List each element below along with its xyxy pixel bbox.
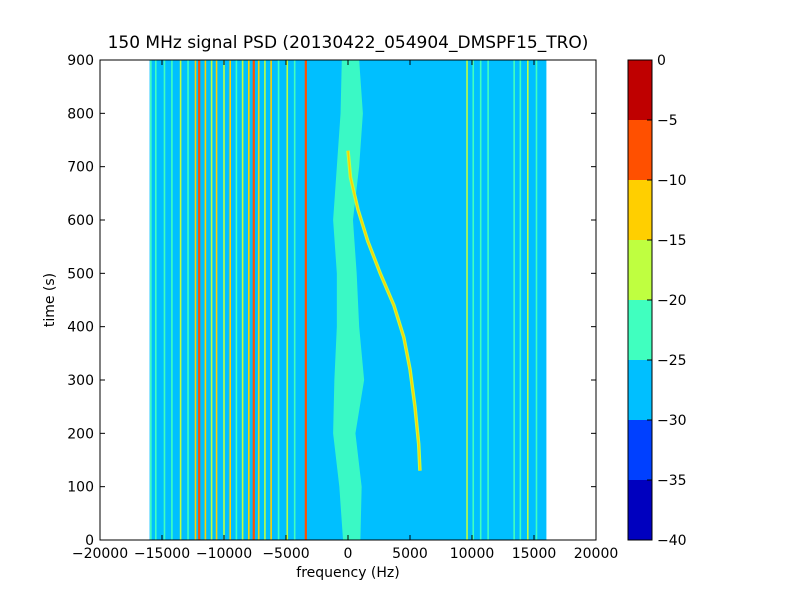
y-tick-label: 400 bbox=[67, 320, 94, 336]
colorbar-tick-label: −30 bbox=[657, 413, 687, 429]
y-axis-label: time (s) bbox=[42, 273, 58, 327]
y-tick-label: 0 bbox=[85, 533, 94, 549]
x-axis-label: frequency (Hz) bbox=[296, 565, 399, 581]
x-tick-label: 5000 bbox=[392, 546, 428, 562]
colorbar-swatch bbox=[628, 60, 652, 120]
colorbar-swatch bbox=[628, 300, 652, 360]
x-tick-label: 0 bbox=[344, 546, 353, 562]
y-tick-label: 700 bbox=[67, 160, 94, 176]
colorbar-swatch bbox=[628, 420, 652, 480]
doppler-track bbox=[347, 150, 421, 471]
x-tick-label: −20000 bbox=[72, 546, 128, 562]
x-tick-label: 10000 bbox=[450, 546, 495, 562]
y-tick-label: 500 bbox=[67, 266, 94, 282]
carrier-noise-band bbox=[333, 60, 365, 540]
x-tick-label: −5000 bbox=[262, 546, 309, 562]
plot-area: −20000 −15000 −10000 −5000 0 5000 10000 15000 20… bbox=[67, 53, 618, 562]
colorbar-tick-label: 0 bbox=[657, 53, 666, 69]
chart-title: 150 MHz signal PSD (20130422_054904_DMSP… bbox=[108, 33, 589, 53]
colorbar-tick-label: −15 bbox=[657, 233, 687, 249]
colorbar-swatch bbox=[628, 240, 652, 300]
colorbar-tick-label: −10 bbox=[657, 173, 687, 189]
colorbar-swatch bbox=[628, 480, 652, 540]
colorbar-tick-label: −35 bbox=[657, 473, 687, 489]
colorbar-tick-label: −5 bbox=[657, 113, 678, 129]
y-tick-label: 300 bbox=[67, 373, 94, 389]
colorbar-swatch bbox=[628, 360, 652, 420]
colorbar-ticks: −40 −35 −30 −25 −20 −15 −10 −5 0 bbox=[647, 53, 687, 549]
colorbar: −40 −35 −30 −25 −20 −15 −10 −5 0 bbox=[627, 53, 687, 549]
colorbar-tick-label: −25 bbox=[657, 353, 687, 369]
y-tick-label: 100 bbox=[67, 480, 94, 496]
x-axis-ticks: −20000 −15000 −10000 −5000 0 5000 10000 15000 20… bbox=[72, 60, 618, 562]
x-tick-label: −15000 bbox=[134, 546, 190, 562]
y-tick-label: 200 bbox=[67, 426, 94, 442]
colorbar-tick-label: −40 bbox=[657, 533, 687, 549]
x-tick-label: −10000 bbox=[196, 546, 252, 562]
x-tick-label: 20000 bbox=[574, 546, 619, 562]
y-axis-ticks: 0 100 200 300 400 500 600 700 800 900 bbox=[67, 53, 596, 549]
y-tick-label: 600 bbox=[67, 213, 94, 229]
colorbar-swatch bbox=[628, 120, 652, 180]
colorbar-swatches bbox=[628, 60, 652, 540]
y-tick-label: 900 bbox=[67, 53, 94, 69]
colorbar-tick-label: −20 bbox=[657, 293, 687, 309]
spectrogram-image bbox=[149, 60, 547, 540]
x-tick-label: 15000 bbox=[512, 546, 557, 562]
colorbar-swatch bbox=[628, 180, 652, 240]
y-tick-label: 800 bbox=[67, 106, 94, 122]
